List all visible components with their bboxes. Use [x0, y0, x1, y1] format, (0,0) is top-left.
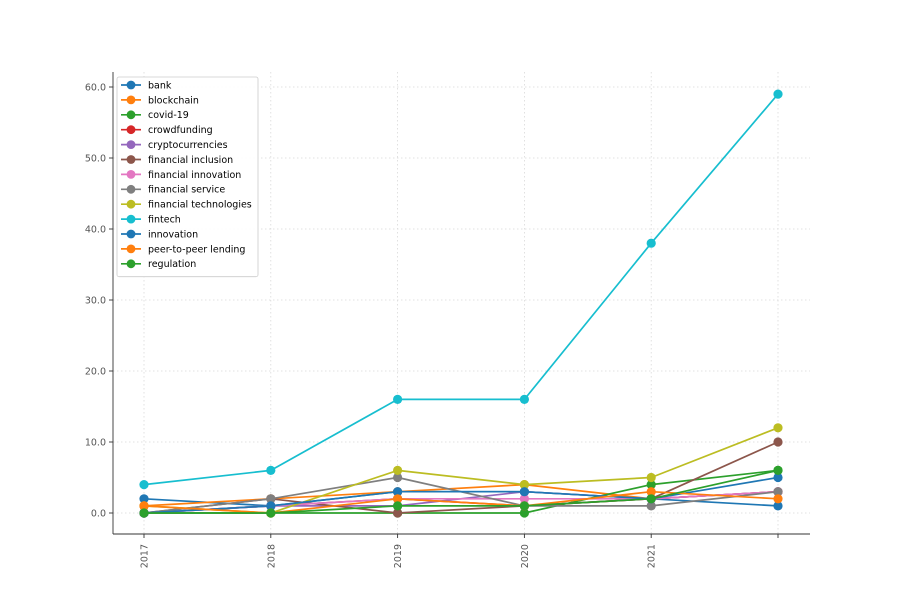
data-series	[139, 89, 783, 518]
legend-marker	[126, 110, 136, 120]
data-point	[773, 487, 783, 497]
data-point	[393, 487, 403, 497]
legend-entry-blockchain: blockchain	[121, 95, 199, 106]
legend-label: covid-19	[148, 110, 189, 121]
axes	[112, 72, 810, 535]
data-point	[519, 480, 530, 490]
data-point	[646, 480, 656, 490]
legend-entry-cryptocurrencies: cryptocurrencies	[121, 140, 228, 151]
legend-entry-financial-service: financial service	[121, 185, 225, 196]
data-point	[646, 238, 656, 248]
series-regulation	[139, 465, 783, 518]
legend-entry-peer-to-peer-lending: peer-to-peer lending	[121, 244, 245, 255]
legend-marker	[126, 80, 136, 90]
data-point	[139, 508, 149, 518]
legend-label: innovation	[148, 229, 198, 240]
legend-label: crowdfunding	[148, 125, 213, 136]
x-tick-label: 2017	[140, 544, 151, 568]
data-point	[393, 465, 403, 475]
legend-marker	[126, 214, 136, 224]
x-tick-label: 2018	[266, 544, 277, 568]
data-point	[519, 508, 530, 518]
data-point	[519, 501, 530, 511]
data-point	[519, 487, 530, 497]
legend-label: cryptocurrencies	[148, 140, 228, 151]
data-point	[139, 501, 149, 511]
legend-label: blockchain	[148, 95, 199, 106]
series-line-regulation	[144, 469, 779, 514]
legend-entry-regulation: regulation	[121, 259, 196, 270]
data-point	[773, 501, 783, 511]
legend-marker	[126, 229, 136, 239]
legend-entry-innovation: innovation	[121, 229, 198, 240]
legend-label: bank	[148, 80, 172, 91]
series-line-innovation	[143, 476, 779, 514]
y-tick-label: 20.0	[85, 367, 106, 378]
data-point	[773, 423, 783, 433]
data-point	[773, 494, 783, 504]
x-tick-label: 2021	[647, 544, 658, 568]
data-point	[393, 501, 403, 511]
series-line-fintech	[143, 93, 779, 486]
y-tick-label: 30.0	[85, 296, 106, 307]
data-point	[519, 494, 530, 504]
legend-marker	[126, 155, 136, 164]
data-point	[646, 472, 656, 483]
legend-label: financial technologies	[148, 200, 252, 211]
legend-label: regulation	[148, 259, 196, 270]
data-point	[266, 508, 276, 518]
data-point	[773, 472, 783, 483]
series-line-peer-to-peer-lending	[143, 490, 779, 514]
legend-marker	[126, 95, 136, 105]
legend-entry-crowdfunding: crowdfunding	[121, 125, 213, 136]
data-point	[266, 494, 276, 504]
legend-entry-financial-innovation: financial innovation	[121, 170, 241, 181]
data-point	[773, 437, 783, 447]
data-point	[646, 494, 656, 504]
data-point	[773, 465, 783, 475]
data-point	[646, 501, 656, 511]
legend-marker	[126, 125, 136, 135]
legend-marker	[126, 244, 136, 254]
y-tick-label: 10.0	[85, 438, 106, 449]
legend-box	[116, 76, 259, 278]
x-tick-label: 2019	[393, 544, 404, 568]
data-point	[646, 487, 656, 497]
legend-marker	[126, 259, 136, 269]
data-point	[393, 394, 403, 404]
legend-entry-fintech: fintech	[121, 215, 181, 226]
y-tick-label: 60.0	[85, 83, 106, 94]
data-point	[139, 494, 149, 504]
legend-label: financial inclusion	[148, 155, 233, 166]
legend-marker	[126, 184, 136, 194]
y-tick-label: 0.0	[91, 509, 106, 520]
axis-ticks: 0.0 10.0 20.0 30.0 40.0 50.0 60.0 2017 2018 2019 2…	[85, 83, 779, 568]
x-tick-label: 2020	[520, 544, 531, 568]
legend-entry-bank: bank	[121, 80, 172, 91]
legend-label: financial service	[148, 185, 225, 196]
legend-marker	[126, 170, 136, 179]
legend-entry-financial-technologies: financial technologies	[121, 200, 252, 211]
series-fintech	[139, 89, 783, 490]
legend-entry-financial-inclusion: financial inclusion	[121, 155, 233, 166]
data-point	[266, 465, 276, 475]
data-point	[519, 394, 530, 404]
data-point	[393, 472, 403, 483]
data-point	[773, 89, 783, 99]
legend: bank blockchain covid-19 crowdfunding crypto…	[116, 76, 259, 278]
legend-marker	[126, 199, 136, 209]
legend-label: fintech	[148, 215, 181, 226]
data-point	[393, 494, 403, 504]
data-point	[266, 501, 276, 511]
data-point	[139, 480, 149, 490]
legend-entry-covid-19: covid-19	[121, 110, 189, 121]
data-point	[393, 508, 403, 518]
legend-label: peer-to-peer lending	[148, 244, 245, 255]
y-tick-label: 50.0	[85, 154, 106, 165]
y-tick-label: 40.0	[85, 225, 106, 236]
legend-marker	[126, 140, 136, 150]
legend-label: financial innovation	[148, 170, 241, 181]
